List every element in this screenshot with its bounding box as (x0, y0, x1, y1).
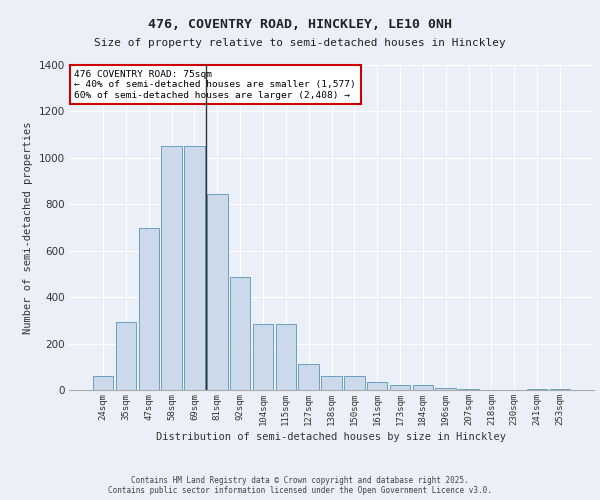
Bar (344, 376, 365, 390)
Bar (161, 146, 182, 390)
Bar (550, 389, 570, 390)
Bar (139, 228, 159, 390)
Bar (298, 364, 319, 390)
Text: Contains HM Land Registry data © Crown copyright and database right 2025.
Contai: Contains HM Land Registry data © Crown c… (108, 476, 492, 495)
Text: Size of property relative to semi-detached houses in Hinckley: Size of property relative to semi-detach… (94, 38, 506, 48)
Bar (275, 324, 296, 390)
Bar (230, 278, 250, 390)
Bar (413, 386, 433, 390)
Bar (116, 322, 136, 390)
Bar (207, 194, 227, 390)
Bar (436, 388, 456, 390)
Bar (321, 376, 342, 390)
Text: 476, COVENTRY ROAD, HINCKLEY, LE10 0NH: 476, COVENTRY ROAD, HINCKLEY, LE10 0NH (148, 18, 452, 30)
Bar (367, 382, 388, 390)
X-axis label: Distribution of semi-detached houses by size in Hinckley: Distribution of semi-detached houses by … (157, 432, 506, 442)
Bar (184, 146, 205, 390)
Bar (458, 389, 479, 390)
Text: 476 COVENTRY ROAD: 75sqm
← 40% of semi-detached houses are smaller (1,577)
60% o: 476 COVENTRY ROAD: 75sqm ← 40% of semi-d… (74, 70, 356, 100)
Bar (93, 376, 113, 390)
Y-axis label: Number of semi-detached properties: Number of semi-detached properties (23, 121, 33, 334)
Bar (527, 389, 547, 390)
Bar (390, 386, 410, 390)
Bar (253, 324, 273, 390)
